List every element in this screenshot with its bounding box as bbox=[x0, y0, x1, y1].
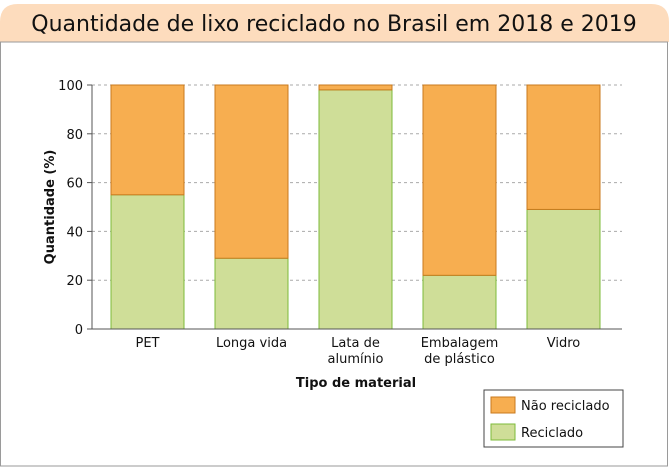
bar-n-o-reciclado bbox=[110, 84, 185, 196]
bar-reciclado bbox=[214, 257, 289, 330]
y-tick-label: 80 bbox=[66, 128, 83, 143]
bar-n-o-reciclado bbox=[318, 84, 393, 91]
x-tick-label: de plástico bbox=[424, 352, 495, 367]
y-tick-label: 40 bbox=[66, 225, 83, 240]
x-tick-label: Vidro bbox=[547, 336, 581, 351]
y-axis-label: Quantidade (%) bbox=[43, 150, 58, 265]
legend-label: Reciclado bbox=[521, 426, 583, 441]
legend-label: Não reciclado bbox=[521, 399, 610, 414]
x-tick-label: Lata de bbox=[331, 336, 380, 351]
legend-swatch bbox=[490, 396, 516, 414]
x-axis-label: Tipo de material bbox=[296, 376, 416, 391]
legend: Não reciclado Reciclado bbox=[483, 389, 624, 448]
bar-reciclado bbox=[422, 274, 497, 330]
chart-frame bbox=[0, 41, 668, 467]
bar-n-o-reciclado bbox=[422, 84, 497, 276]
legend-swatch bbox=[490, 423, 516, 441]
y-tick-label: 100 bbox=[58, 79, 83, 94]
bar-n-o-reciclado bbox=[214, 84, 289, 259]
bar-reciclado bbox=[110, 194, 185, 330]
y-tick-label: 0 bbox=[75, 323, 83, 338]
bar-reciclado bbox=[526, 208, 601, 330]
x-tick-label: alumínio bbox=[328, 352, 384, 367]
x-tick-label: Longa vida bbox=[216, 336, 287, 351]
x-tick-label: Embalagem bbox=[421, 336, 499, 351]
chart-title: Quantidade de lixo reciclado no Brasil e… bbox=[31, 12, 636, 37]
bar-n-o-reciclado bbox=[526, 84, 601, 210]
y-tick-label: 60 bbox=[66, 177, 83, 192]
y-tick-label: 20 bbox=[66, 274, 83, 289]
bar-reciclado bbox=[318, 89, 393, 330]
x-tick-label: PET bbox=[136, 336, 160, 351]
